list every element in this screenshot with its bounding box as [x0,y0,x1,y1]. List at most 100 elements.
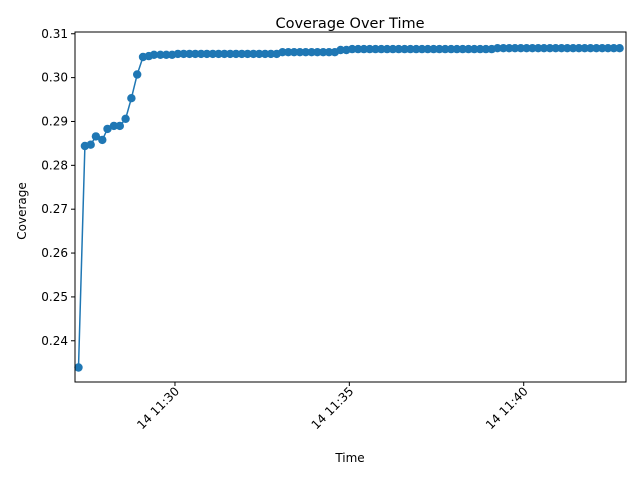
data-point [289,48,299,57]
data-point [91,132,101,141]
data-point [568,44,578,53]
data-point [505,44,514,53]
data-point [127,94,136,103]
data-point [551,44,560,53]
data-point [580,44,589,53]
x-tick-label: 14 11:35 [309,384,357,432]
data-point [348,44,357,54]
data-point [470,44,479,54]
data-point [388,44,398,54]
data-point [260,49,270,59]
data-point [475,44,485,54]
data-point [586,44,595,53]
chart-title: Coverage Over Time [275,16,424,32]
data-point [313,48,322,57]
x-axis-label: Time [334,451,364,465]
data-point [278,48,287,57]
data-point [603,44,613,53]
data-point [417,44,427,54]
y-tick-label: 0.24 [41,334,68,348]
data-point [464,44,473,54]
data-point [365,44,374,54]
data-point [336,45,345,55]
data-point [149,50,159,59]
y-tick-label: 0.30 [41,71,68,85]
data-point [539,44,549,53]
data-point [423,44,432,54]
data-point [446,44,456,54]
data-point [202,49,212,59]
data-point [499,44,508,53]
data-point [226,49,235,59]
data-point [481,44,491,54]
data-point [394,44,403,54]
data-point [98,135,107,145]
data-point [243,49,252,59]
data-point [528,44,537,53]
data-point [74,363,83,372]
data-point [121,114,130,124]
data-point [435,44,444,54]
x-tick-label: 14 11:30 [134,384,182,432]
data-point [412,44,421,54]
data-point [173,49,183,59]
data-point [534,44,543,53]
data-point [319,48,328,57]
data-point [231,49,241,59]
data-point [406,44,415,54]
y-axis: 0.24 0.25 0.26 0.27 0.28 0.29 0.30 0.31 [41,27,75,348]
data-point [115,121,125,131]
data-point [522,44,531,53]
data-point [185,49,194,59]
data-point [133,70,142,79]
x-tick-label: 14 11:40 [483,384,531,432]
y-tick-label: 0.25 [41,290,68,304]
data-point [563,44,572,53]
data-point [400,44,409,54]
y-axis-label: Coverage [15,182,29,240]
data-point [307,48,316,57]
data-point [359,44,369,54]
data-point [598,44,607,53]
y-tick-label: 0.31 [41,27,68,41]
data-point [237,49,246,59]
data-point [371,44,380,54]
data-point [615,44,624,53]
data-point [255,49,264,59]
data-point [353,44,363,54]
y-tick-label: 0.27 [41,202,68,216]
data-point [179,49,188,59]
data-point [592,44,601,53]
data-point [382,44,392,54]
data-point [574,44,584,53]
data-point [249,49,258,59]
data-point [103,124,112,134]
data-point [557,44,566,53]
data-point [458,44,467,54]
data-point [220,49,229,59]
data-point [109,121,119,131]
data-point [191,49,200,59]
y-tick-label: 0.28 [41,158,68,172]
data-point [510,44,520,53]
data-point [516,44,525,53]
data-point [214,49,223,59]
y-tick-label: 0.26 [41,246,68,260]
data-point [208,49,217,59]
data-point [266,49,276,59]
data-point [441,44,450,54]
data-point [452,44,462,54]
data-point [284,48,293,57]
data-point [156,50,165,59]
x-axis: 14 11:30 14 11:35 14 11:40 [134,382,531,432]
data-point [86,140,95,149]
data-point [377,44,386,54]
data-point [493,44,502,53]
data-point [162,50,171,59]
data-point [429,44,438,54]
plot-frame [74,31,627,383]
plot-area [74,44,624,372]
data-point [545,44,555,53]
y-tick-label: 0.29 [41,114,68,128]
